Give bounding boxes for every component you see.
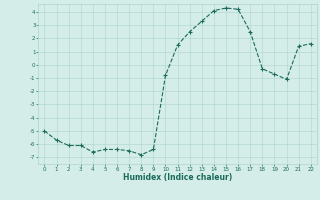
X-axis label: Humidex (Indice chaleur): Humidex (Indice chaleur) [123, 173, 232, 182]
